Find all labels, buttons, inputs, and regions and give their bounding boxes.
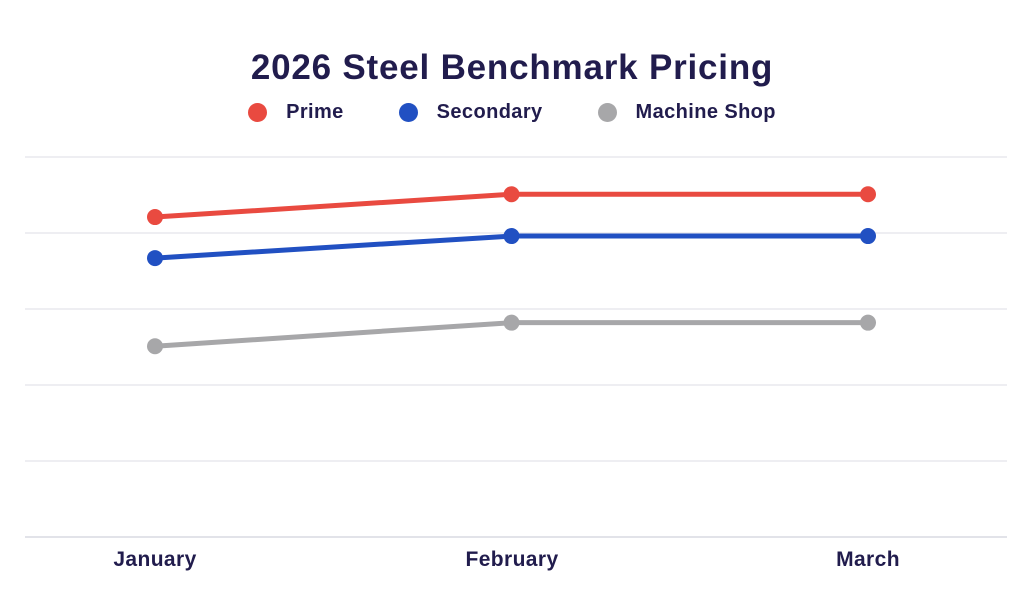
line-chart — [25, 156, 1007, 538]
data-point-secondary-february — [503, 228, 520, 245]
chart-legend: Prime Secondary Machine Shop — [0, 99, 1024, 125]
legend-label-prime: Prime — [286, 101, 344, 123]
legend-dot-prime-icon — [248, 102, 268, 122]
data-point-secondary-january — [147, 250, 163, 267]
legend-item-prime[interactable]: Prime — [248, 99, 344, 125]
data-point-prime-january — [147, 209, 163, 226]
legend-item-machine-shop[interactable]: Machine Shop — [597, 99, 776, 125]
chart-title: 2026 Steel Benchmark Pricing — [250, 48, 774, 87]
data-point-prime-march — [860, 186, 876, 203]
x-axis-label-march: March — [836, 548, 900, 571]
data-point-secondary-march — [860, 228, 876, 245]
legend-dot-machine-shop-icon — [597, 102, 617, 122]
legend-item-secondary[interactable]: Secondary — [398, 99, 543, 125]
x-axis-label-february: February — [465, 548, 559, 571]
data-point-machine-shop-february — [503, 314, 520, 331]
x-axis: January February March — [0, 546, 1024, 576]
data-point-prime-february — [503, 186, 520, 203]
legend-dot-secondary-icon — [398, 102, 418, 122]
legend-label-secondary: Secondary — [436, 101, 543, 123]
data-point-machine-shop-january — [147, 338, 163, 355]
legend-label-machine-shop: Machine Shop — [635, 101, 776, 123]
data-point-machine-shop-march — [860, 314, 876, 331]
x-axis-label-january: January — [113, 548, 197, 571]
